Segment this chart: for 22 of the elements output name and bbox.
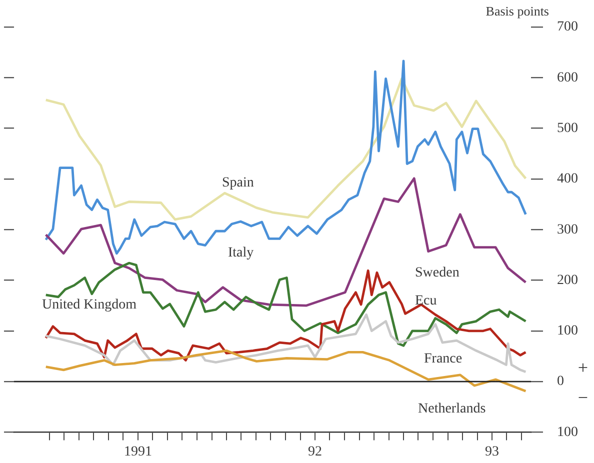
y-tick-label: 500 (557, 120, 578, 136)
text: + (578, 357, 588, 378)
y-tick-label: 400 (557, 172, 578, 187)
y-tick-label: 200 (557, 272, 578, 288)
y-tick-label: 600 (557, 70, 578, 86)
series-label: Italy (228, 246, 254, 261)
y-tick-label: 0 (557, 374, 564, 390)
text: − (578, 387, 588, 408)
series-label: Netherlands (418, 402, 486, 417)
series-label: Sweden (415, 266, 460, 281)
x-tick-label: 93 (485, 444, 500, 460)
x-tick-label: 1991 (124, 444, 152, 460)
y-tick-label: 700 (557, 20, 578, 35)
series-label: France (424, 352, 462, 367)
x-tick-label: 92 (308, 444, 322, 460)
series-label: Spain (222, 176, 254, 191)
series-label: Ecu (415, 294, 437, 309)
series-label: United Kingdom (42, 298, 137, 313)
y-tick-label: 300 (557, 222, 578, 238)
y-tick-label: 100 (557, 324, 578, 339)
y-tick-label: 100 (557, 424, 578, 440)
y-axis-title: Basis points (486, 3, 549, 18)
